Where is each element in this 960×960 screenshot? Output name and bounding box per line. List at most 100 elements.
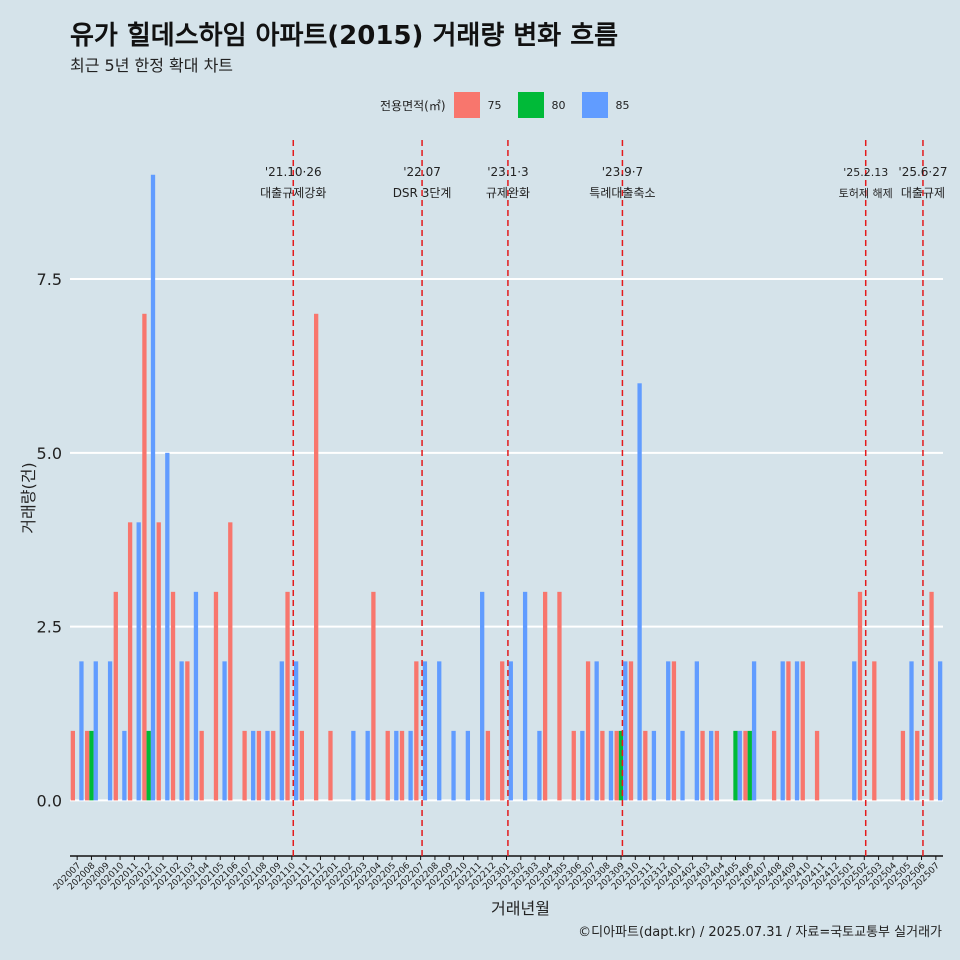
bar-75-202108 (256, 730, 262, 801)
legend-label-80: 80 (551, 98, 566, 112)
bar-75-202101 (156, 522, 161, 801)
bar-85-202011 (136, 522, 141, 801)
bar-85-202501 (852, 661, 857, 801)
bar-85-202311 (651, 730, 657, 801)
bar-85-202402 (694, 661, 699, 801)
bar-75-202110 (285, 591, 290, 801)
bar-75-202103 (185, 661, 190, 801)
bar-75-202503 (872, 661, 877, 801)
legend-swatch-75 (453, 92, 480, 118)
bar-80-202008 (89, 730, 94, 801)
event-label: 규제완화 (486, 186, 530, 200)
bar-75-202207 (414, 661, 419, 801)
bar-85-202007 (79, 661, 84, 801)
bar-75-202008 (85, 730, 90, 801)
bar-85-202102 (179, 661, 184, 801)
bar-85-202012 (150, 174, 156, 801)
bar-85-202505 (909, 661, 914, 801)
event-date: '25.6·27 (898, 165, 947, 179)
bar-85-202109 (279, 661, 284, 801)
bar-85-202401 (680, 730, 685, 801)
bar-75-202305 (557, 591, 562, 801)
y-tick-label: 2.5 (37, 618, 62, 637)
bar-75-202401 (671, 661, 677, 801)
bar-75-202404 (714, 730, 720, 801)
bar-75-202507 (929, 591, 934, 801)
source-caption: ©디아파트(dapt.kr) / 2025.07.31 / 자료=국토교통부 실… (578, 925, 942, 940)
bar-75-202204 (371, 591, 376, 801)
bar-75-202502 (857, 591, 863, 801)
bar-75-202304 (542, 591, 548, 801)
event-date: '23.1·3 (487, 165, 528, 179)
bar-75-202403 (700, 730, 705, 801)
bar-85-202010 (122, 730, 127, 801)
bar-80-202309 (618, 730, 624, 801)
event-label: 대출규제 (901, 186, 945, 200)
bar-85-202103 (193, 591, 199, 801)
chart-subtitle: 최근 5년 한정 확대 차트 (70, 56, 234, 75)
bar-75-202505 (900, 730, 906, 801)
event-label: DSR 3단계 (393, 186, 452, 200)
bar-85-202207 (422, 661, 428, 801)
bar-85-202406 (751, 661, 757, 801)
bar-75-202301 (500, 661, 505, 801)
x-axis-title: 거래년월 (491, 899, 550, 918)
bar-85-202206 (408, 730, 413, 801)
bar-75-202306 (571, 730, 576, 801)
legend-title: 전용면적(㎡) (380, 98, 446, 113)
bar-85-202101 (165, 452, 170, 801)
bar-85-202108 (265, 730, 270, 801)
bar-85-202105 (222, 661, 227, 801)
bar-75-202104 (199, 730, 204, 801)
bar-75-202111 (299, 730, 304, 801)
bar-85-202209 (451, 730, 456, 801)
bar-75-202011 (127, 522, 133, 801)
event-label: 토허제 해제 (839, 186, 893, 200)
bar-85-202107 (251, 730, 256, 801)
bar-75-202506 (915, 730, 920, 801)
bar-75-202007 (70, 730, 76, 801)
y-tick-label: 7.5 (37, 270, 62, 289)
bar-85-202309 (623, 661, 628, 801)
bar-85-202306 (580, 730, 585, 801)
bar-85-202302 (522, 591, 528, 801)
event-date: '25.2.13 (843, 166, 888, 179)
bar-75-202112 (314, 313, 319, 801)
bar-75-202206 (399, 730, 405, 801)
bar-75-202307 (585, 661, 591, 801)
bar-85-202202 (351, 730, 356, 801)
y-tick-label: 0.0 (37, 791, 62, 810)
legend-swatch-80 (517, 92, 544, 118)
bar-85-202308 (608, 730, 614, 801)
bar-85-202310 (637, 383, 642, 801)
bar-75-202109 (271, 730, 276, 801)
bar-75-202010 (113, 591, 118, 801)
event-date: '22.07 (403, 165, 441, 179)
event-date: '23.9·7 (602, 165, 643, 179)
bar-75-202201 (328, 730, 333, 801)
bar-80-202406 (747, 730, 752, 801)
bar-85-202203 (365, 730, 370, 801)
bar-85-202110 (293, 661, 299, 801)
y-tick-label: 5.0 (37, 444, 62, 463)
event-label: 특례대출축소 (589, 186, 655, 200)
bar-75-202012 (142, 313, 147, 801)
chart-title: 유가 힐데스하임 아파트(2015) 거래량 변화 흐름 (70, 21, 619, 51)
bar-85-202009 (107, 661, 113, 801)
bar-85-202405 (737, 730, 742, 801)
bar-75-202308 (600, 730, 605, 801)
bar-85-202507 (937, 661, 943, 801)
bar-75-202409 (786, 661, 791, 801)
bar-75-202310 (628, 661, 634, 801)
event-label: 대출규제강화 (260, 186, 326, 200)
bar-85-202008 (93, 661, 98, 801)
legend-label-75: 75 (487, 98, 502, 112)
bar-85-202312 (666, 661, 671, 801)
bar-85-202408 (780, 661, 785, 801)
bar-75-202212 (485, 730, 491, 801)
bar-75-202205 (385, 730, 390, 801)
bar-85-202307 (594, 661, 599, 801)
bar-85-202205 (394, 730, 399, 801)
bar-75-202311 (643, 730, 648, 801)
